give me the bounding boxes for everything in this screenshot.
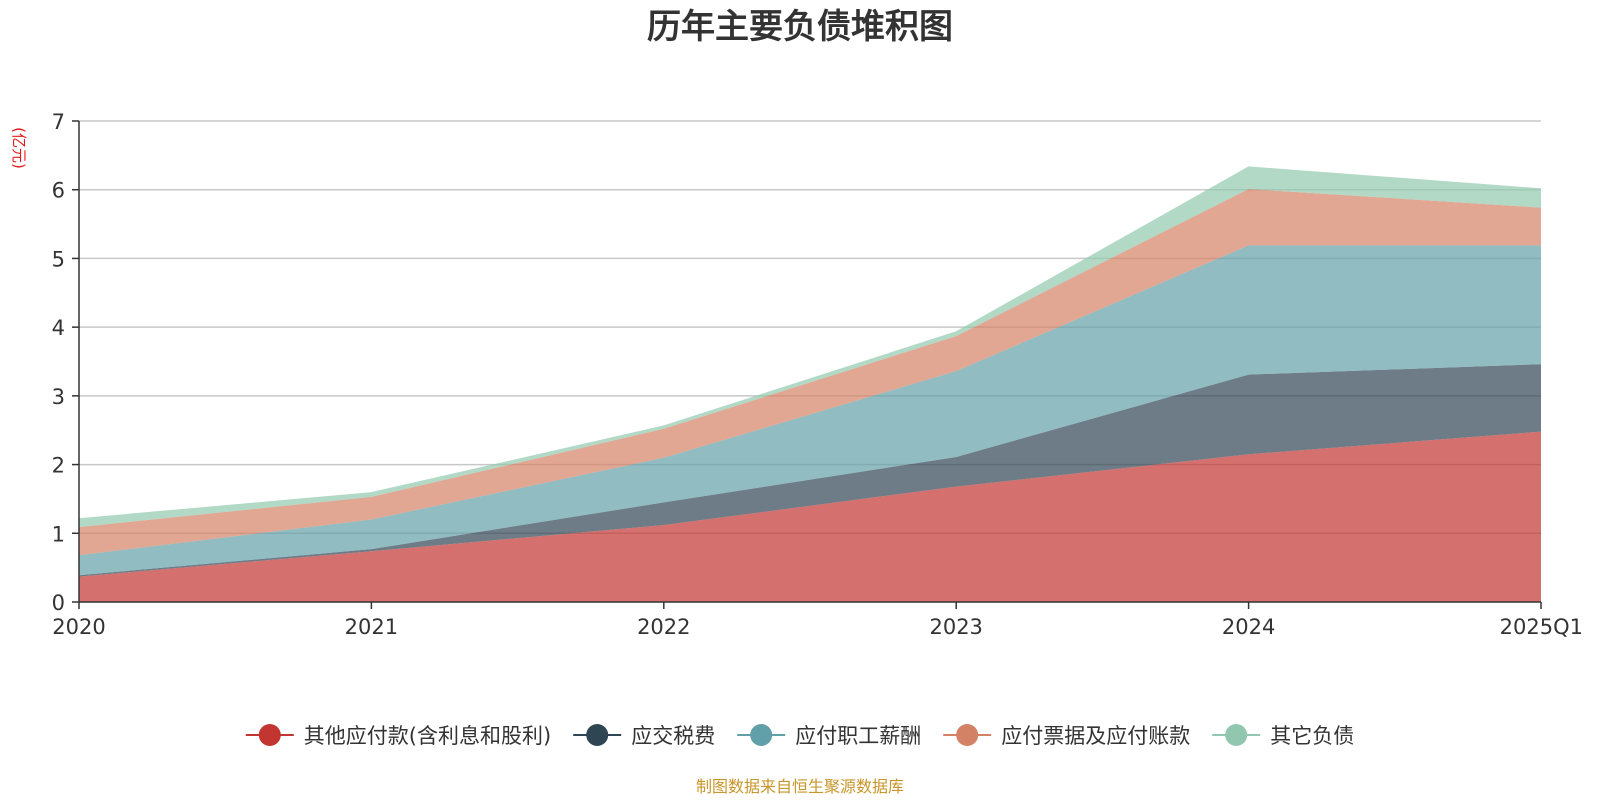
legend-item-2[interactable]: 应交税费: [573, 724, 715, 748]
legend-marker-icon: [750, 724, 773, 746]
data-source-note: 制图数据来自恒生聚源数据库: [696, 777, 904, 796]
legend-marker-icon: [586, 724, 609, 746]
legend-marker-icon: [956, 724, 979, 746]
axes: 0 1 2 3 4 5 6 7 2020 2021 2022 2023 2024 2025Q1: [52, 110, 1583, 639]
legend-item-4[interactable]: 应付票据及应付账款: [943, 724, 1190, 748]
y-tick-label: 0: [52, 591, 65, 615]
y-tick-label: 6: [52, 179, 65, 203]
legend-item-1[interactable]: 其他应付款(含利息和股利): [245, 724, 551, 748]
legend-label: 其他应付款(含利息和股利): [304, 724, 551, 748]
x-tick-label: 2023: [929, 615, 982, 639]
chart-title: 历年主要负债堆积图: [647, 7, 953, 47]
legend-marker-icon: [1225, 724, 1248, 746]
legend-label: 应付票据及应付账款: [1001, 724, 1190, 748]
y-tick-label: 5: [52, 247, 65, 271]
y-tick-label: 1: [52, 522, 65, 546]
area-series-2[interactable]: [79, 364, 1541, 577]
x-tick-label: 2022: [637, 615, 690, 639]
x-tick-label: 2024: [1222, 615, 1275, 639]
legend-item-3[interactable]: 应付职工薪酬: [737, 724, 921, 748]
x-tick-label: 2025Q1: [1500, 615, 1583, 639]
area-series-4[interactable]: [79, 189, 1541, 556]
area-series-1[interactable]: [79, 431, 1541, 602]
legend[interactable]: 其他应付款(含利息和股利) 应交税费 应付职工薪酬 应付票据及应付账款 其它负债: [245, 724, 1354, 748]
legend-label: 应付职工薪酬: [795, 724, 921, 748]
y-axis-unit: (亿元): [10, 127, 28, 169]
legend-item-5[interactable]: 其它负债: [1212, 724, 1354, 748]
y-tick-label: 2: [52, 454, 65, 478]
y-tick-label: 4: [52, 316, 65, 340]
area-series: [79, 166, 1541, 602]
x-tick-label: 2021: [345, 615, 398, 639]
legend-marker-icon: [258, 724, 281, 746]
legend-label: 应交税费: [631, 724, 715, 748]
legend-label: 其它负债: [1270, 724, 1354, 748]
x-tick-label: 2020: [52, 615, 105, 639]
area-series-3[interactable]: [79, 245, 1541, 576]
y-tick-label: 7: [52, 110, 65, 134]
y-tick-label: 3: [52, 385, 65, 409]
